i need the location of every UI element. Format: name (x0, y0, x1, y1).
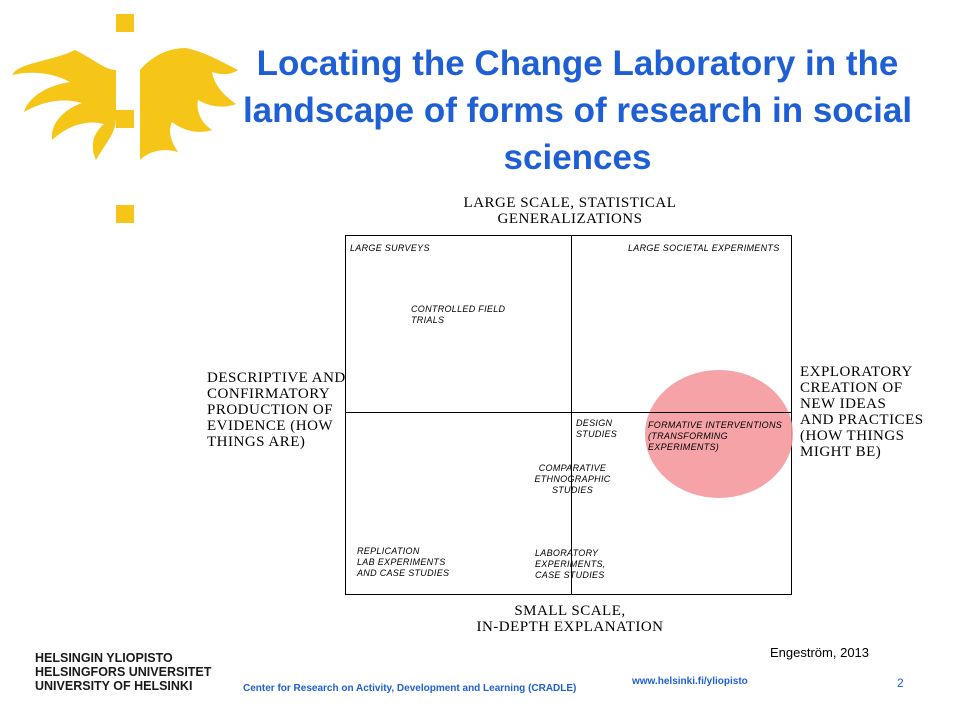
item-large-societal-experiments: LARGE SOCIETAL EXPERIMENTS (628, 243, 780, 253)
slide-title: Locating the Change Laboratory in the la… (242, 44, 913, 177)
page-number: 2 (897, 676, 904, 690)
university-flame-logo (12, 14, 238, 223)
quadrant-frame (345, 235, 792, 595)
item-design-studies: DESIGN STUDIES (576, 418, 618, 439)
item-controlled-field-trials: CONTROLLED FIELD TRIALS (411, 304, 506, 325)
university-names: HELSINGIN YLIOPISTO HELSINGFORS UNIVERSI… (35, 651, 212, 693)
horizontal-axis-line (345, 412, 792, 413)
citation: Engeström, 2013 (770, 645, 870, 660)
axis-label-left: DESCRIPTIVE AND CONFIRMATORY PRODUCTION … (207, 370, 346, 450)
axis-label-bottom: SMALL SCALE, IN-DEPTH EXPLANATION (476, 603, 664, 635)
formative-interventions-highlight (645, 370, 793, 498)
axis-label-right: EXPLORATORY CREATION OF NEW IDEAS AND PR… (800, 364, 924, 460)
item-comparative-ethnographic-studies: COMPARATIVE ETHNOGRAPHIC STUDIES (534, 463, 611, 495)
item-large-surveys: LARGE SURVEYS (350, 243, 430, 253)
item-formative-interventions: FORMATIVE INTERVENTIONS (TRANSFORMING EX… (648, 420, 783, 452)
university-url-link[interactable]: www.helsinki.fi/yliopisto (632, 676, 748, 687)
axis-label-top: LARGE SCALE, STATISTICAL GENERALIZATIONS (463, 195, 677, 227)
center-name: Center for Research on Activity, Develop… (243, 683, 577, 694)
item-replication-lab-experiments: REPLICATION LAB EXPERIMENTS AND CASE STU… (357, 546, 450, 578)
vertical-axis-line (571, 235, 572, 595)
item-laboratory-experiments: LABORATORY EXPERIMENTS, CASE STUDIES (535, 548, 606, 580)
